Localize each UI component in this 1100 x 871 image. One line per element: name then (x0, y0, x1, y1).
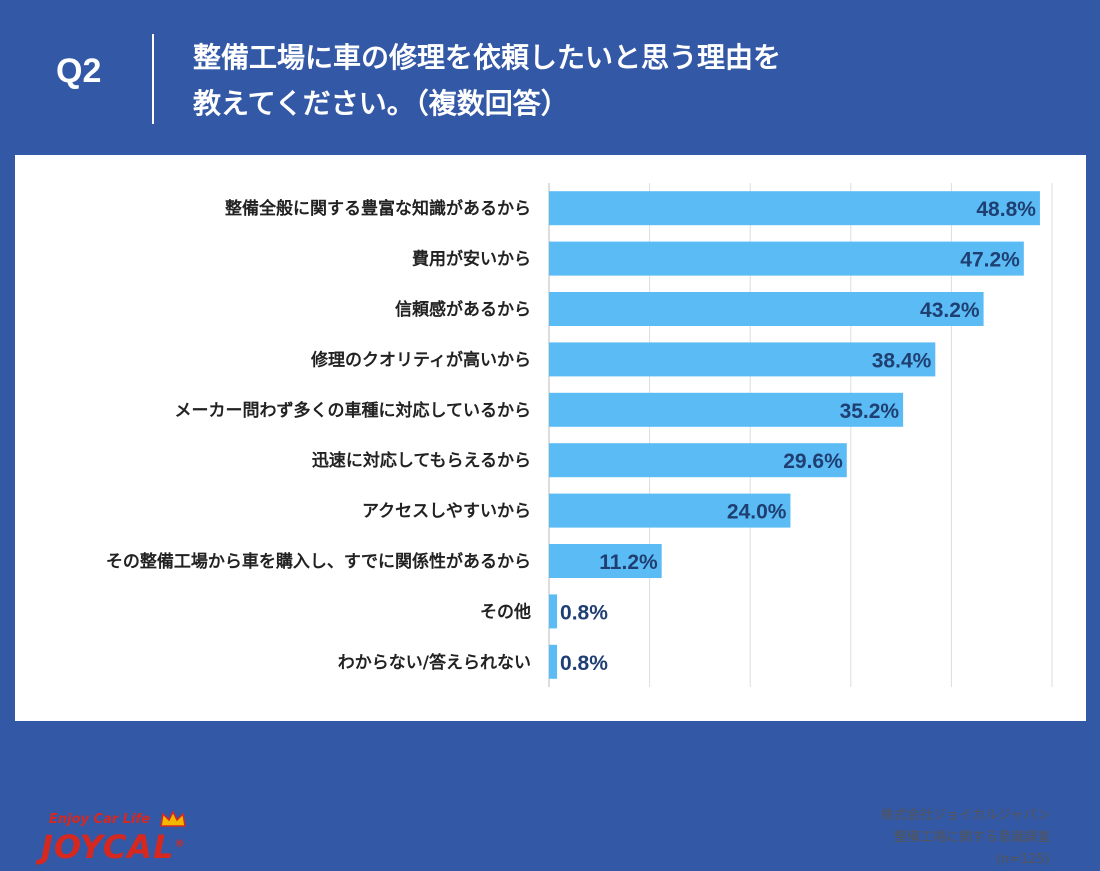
crown-icon (160, 810, 186, 827)
category-label: 信頼感があるから (395, 299, 531, 320)
category-label: 整備全般に関する豊富な知識があるから (225, 198, 531, 219)
source-company: 株式会社ジョイカルジャパン (880, 808, 1050, 823)
source-note: 株式会社ジョイカルジャパン 整備工場に関する意識調査 (n=125) (881, 805, 1050, 871)
bar (549, 241, 1024, 276)
value-label: 0.8% (560, 652, 608, 675)
category-label: アクセスしやすいから (362, 502, 531, 522)
chart-panel: 整備全般に関する豊富な知識があるから 48.8% 費用が安いから 47.2% 信頼感があ… (15, 155, 1086, 867)
header-banner: Q2 整備工場に車の修理を依頼したいと思う理由を 教えてください。（複数回答） (0, 0, 1100, 155)
bar (549, 443, 847, 478)
value-label: 11.2% (599, 551, 658, 574)
question-number: Q2 (56, 52, 102, 90)
bar (549, 544, 662, 578)
value-label: 38.4% (872, 349, 932, 372)
category-label: わからない/答えられない (338, 652, 531, 673)
question-title-line2: 教えてください。（複数回答） (193, 87, 569, 120)
question-title-line1: 整備工場に車の修理を依頼したいと思う理由を (193, 41, 782, 74)
bar (549, 392, 904, 427)
source-survey: 整備工場に関する意識調査 (893, 830, 1050, 845)
bar (549, 644, 558, 679)
category-label: その他 (480, 601, 531, 622)
bar-chart: 整備全般に関する豊富な知識があるから 48.8% 費用が安いから 47.2% 信頼感があ… (106, 183, 1053, 687)
category-label: 迅速に対応してもらえるから (312, 450, 531, 471)
value-label: 43.2% (920, 299, 980, 322)
bar (549, 493, 791, 528)
sample-size: (n=125) (995, 852, 1050, 867)
category-label: 費用が安いから (412, 249, 531, 270)
value-label: 0.8% (560, 601, 608, 624)
header-divider (152, 34, 154, 124)
joycal-logo: Enjoy Car Life JOYCAL® (41, 810, 216, 868)
bar (549, 191, 1040, 226)
category-label: メーカー問わず多くの車種に対応しているから (175, 400, 532, 421)
category-label: 修理のクオリティが高いから (310, 349, 531, 370)
logo-wordmark: JOYCAL® (41, 828, 186, 866)
value-label: 29.6% (783, 450, 843, 473)
bar (549, 292, 984, 326)
value-label: 47.2% (960, 249, 1020, 272)
value-label: 35.2% (840, 400, 900, 423)
category-label: その整備工場から車を購入し、すでに関係性があるから (106, 551, 531, 572)
value-label: 24.0% (727, 501, 787, 524)
bar (549, 594, 558, 629)
value-label: 48.8% (976, 198, 1036, 221)
logo-tagline: Enjoy Car Life (49, 812, 150, 827)
bar (549, 342, 936, 377)
question-title: 整備工場に車の修理を依頼したいと思う理由を 教えてください。（複数回答） (193, 35, 1073, 127)
